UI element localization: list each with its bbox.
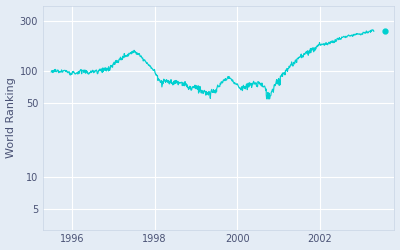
Y-axis label: World Ranking: World Ranking	[6, 77, 16, 158]
